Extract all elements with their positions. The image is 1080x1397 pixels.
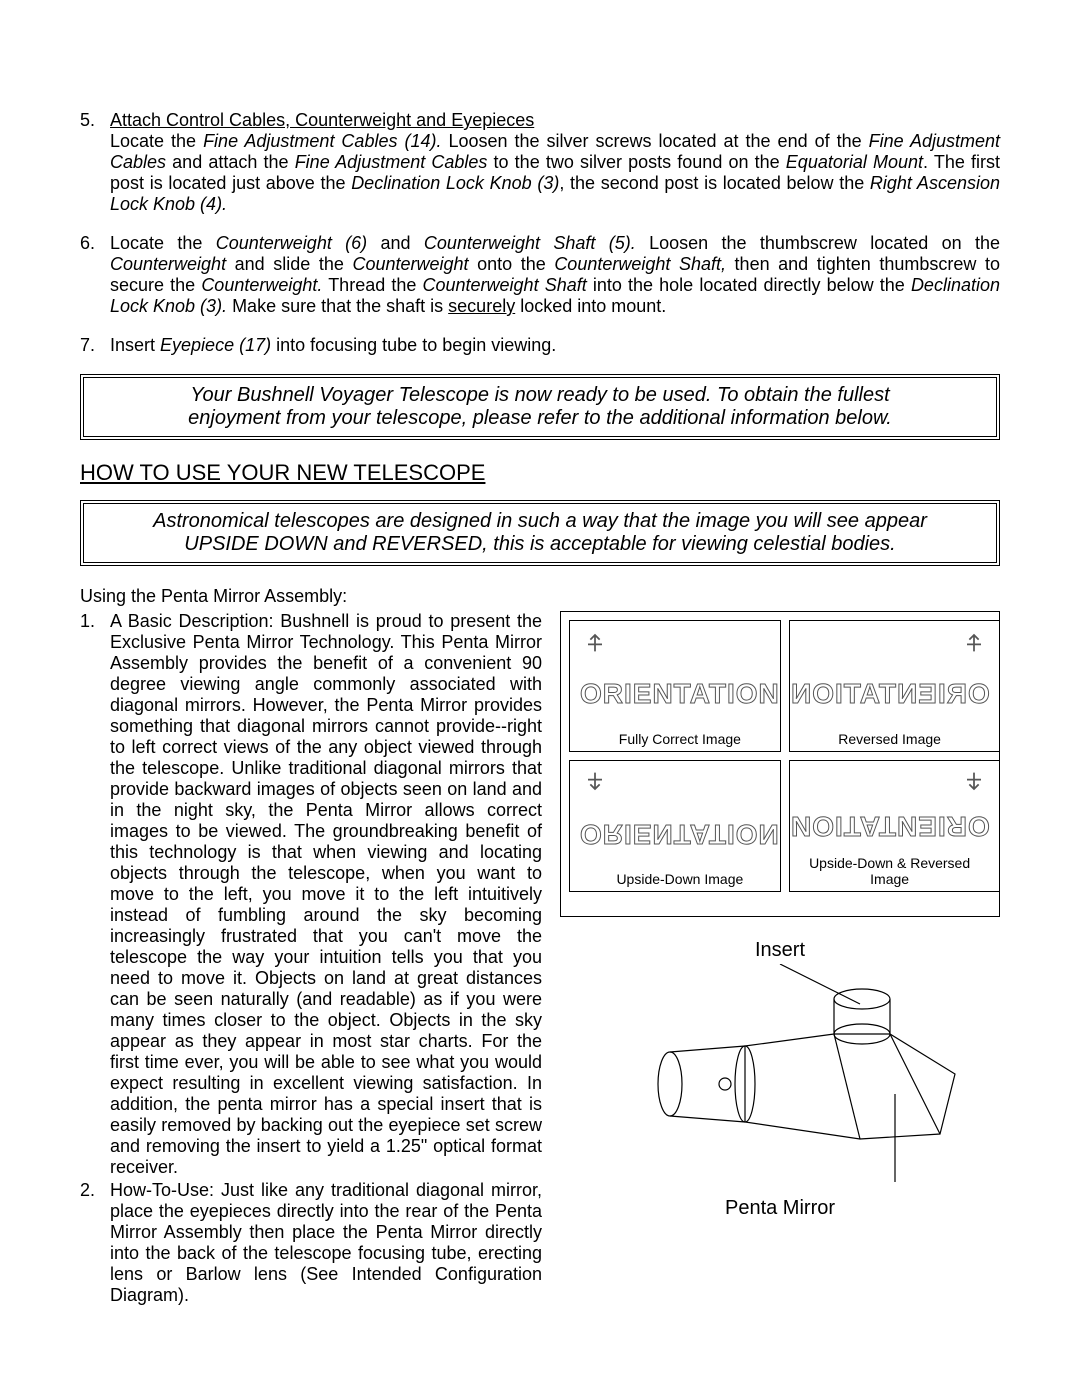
step-number: 6. bbox=[80, 233, 110, 317]
orientation-diagram: ORIENTATION Fully Correct Image ORIENTAT… bbox=[560, 611, 1000, 917]
two-column-layout: 1. A Basic Description: Bushnell is prou… bbox=[80, 611, 1000, 1308]
orientation-word: ORIENTATION bbox=[790, 810, 990, 842]
step-body: Attach Control Cables, Counterweight and… bbox=[110, 110, 1000, 215]
orientation-label: Upside-Down & Reversed Image bbox=[790, 855, 990, 887]
arrow-up-mirrored-icon bbox=[959, 627, 989, 657]
section-heading: HOW TO USE YOUR NEW TELESCOPE bbox=[80, 460, 1000, 486]
orientation-label: Fully Correct Image bbox=[619, 731, 741, 747]
orientation-cell-correct: ORIENTATION Fully Correct Image bbox=[569, 620, 781, 752]
step-number: 7. bbox=[80, 335, 110, 356]
orientation-label: Reversed Image bbox=[838, 731, 941, 747]
orientation-word: ORIENTATION bbox=[790, 678, 990, 710]
right-column: ORIENTATION Fully Correct Image ORIENTAT… bbox=[560, 611, 1000, 1308]
penta-mirror-label: Penta Mirror bbox=[560, 1197, 1000, 1220]
penta-mirror-diagram: Insert bbox=[560, 939, 1000, 1220]
step-title: Attach Control Cables, Counterweight and… bbox=[110, 110, 534, 130]
arrow-down-icon bbox=[580, 767, 610, 797]
step-5: 5. Attach Control Cables, Counterweight … bbox=[80, 110, 1000, 215]
step-6: 6. Locate the Counterweight (6) and Coun… bbox=[80, 233, 1000, 317]
ready-callout: Your Bushnell Voyager Telescope is now r… bbox=[80, 374, 1000, 440]
orientation-cell-upside: ORIENTATION Upside-Down Image bbox=[569, 760, 781, 892]
orientation-grid: ORIENTATION Fully Correct Image ORIENTAT… bbox=[569, 620, 991, 892]
penta-step-1: 1. A Basic Description: Bushnell is prou… bbox=[80, 611, 542, 1178]
step-number: 5. bbox=[80, 110, 110, 215]
orientation-word: ORIENTATION bbox=[580, 678, 780, 710]
orientation-cell-reversed: ORIENTATION Reversed Image bbox=[789, 620, 1001, 752]
astronomical-callout: Astronomical telescopes are designed in … bbox=[80, 500, 1000, 566]
document-page: 5. Attach Control Cables, Counterweight … bbox=[0, 0, 1080, 1397]
step-number: 2. bbox=[80, 1180, 110, 1306]
arrow-down-mirrored-icon bbox=[959, 767, 989, 797]
assembly-steps-list: 5. Attach Control Cables, Counterweight … bbox=[80, 110, 1000, 356]
orientation-cell-upside-reversed: ORIENTATION Upside-Down & Reversed Image bbox=[789, 760, 1001, 892]
step-body: Insert Eyepiece (17) into focusing tube … bbox=[110, 335, 1000, 356]
step-body: A Basic Description: Bushnell is proud t… bbox=[110, 611, 542, 1178]
arrow-up-icon bbox=[580, 627, 610, 657]
step-7: 7. Insert Eyepiece (17) into focusing tu… bbox=[80, 335, 1000, 356]
step-number: 1. bbox=[80, 611, 110, 1178]
subheading: Using the Penta Mirror Assembly: bbox=[80, 586, 1000, 607]
penta-step-2: 2. How-To-Use: Just like any traditional… bbox=[80, 1180, 542, 1306]
insert-label: Insert bbox=[560, 939, 1000, 962]
step-body: Locate the Counterweight (6) and Counter… bbox=[110, 233, 1000, 317]
left-column: 1. A Basic Description: Bushnell is prou… bbox=[80, 611, 542, 1308]
step-body: How-To-Use: Just like any traditional di… bbox=[110, 1180, 542, 1306]
penta-mirror-icon bbox=[560, 964, 1000, 1184]
penta-steps-list: 1. A Basic Description: Bushnell is prou… bbox=[80, 611, 542, 1306]
orientation-word: ORIENTATION bbox=[580, 818, 780, 850]
orientation-label: Upside-Down Image bbox=[616, 871, 743, 887]
